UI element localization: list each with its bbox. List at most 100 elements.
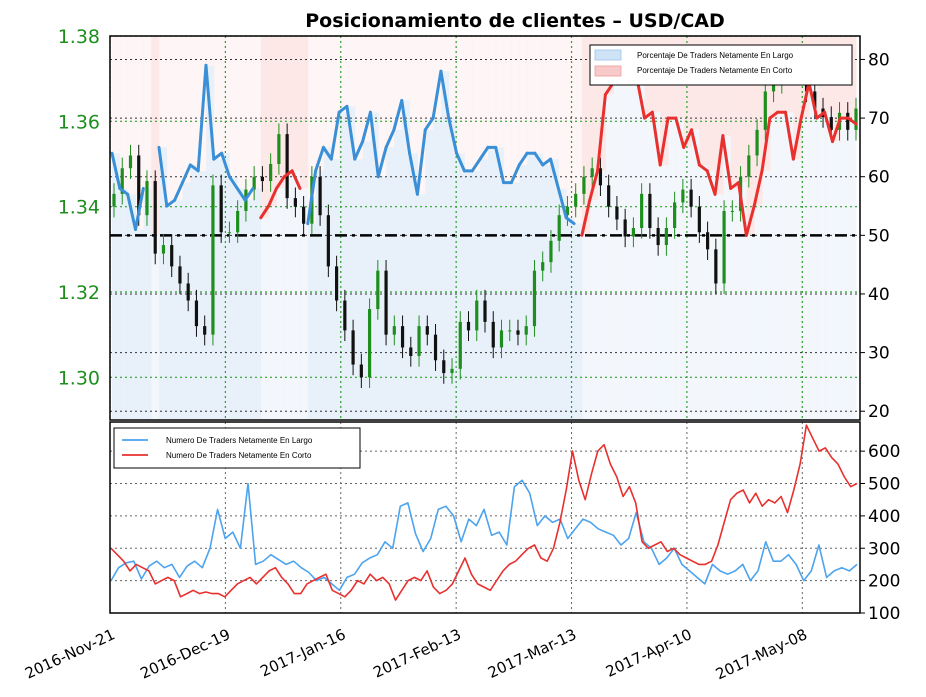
long-fill-slice bbox=[292, 170, 301, 420]
candle-body bbox=[409, 347, 413, 356]
long-percent-segment bbox=[220, 151, 231, 179]
long-percent-segment bbox=[494, 145, 506, 185]
short-percent-segment bbox=[799, 81, 811, 120]
short-fill-slice bbox=[558, 36, 567, 189]
long-fill-slice bbox=[190, 164, 199, 420]
long-fill-slice bbox=[440, 71, 450, 421]
price-candles bbox=[112, 50, 858, 388]
candle-body bbox=[565, 206, 570, 216]
long-fill-slice bbox=[487, 147, 497, 420]
long-fill-slice bbox=[683, 147, 693, 420]
bottom-legend-box bbox=[113, 427, 361, 469]
count-tick-label: 200 bbox=[868, 572, 900, 592]
long-fill-slice bbox=[527, 153, 536, 421]
candle-body bbox=[574, 193, 578, 207]
long-fill-slice bbox=[495, 147, 505, 420]
percent-tick-label: 80 bbox=[868, 50, 890, 70]
candle-body bbox=[623, 219, 627, 237]
short-fill-slice bbox=[245, 36, 254, 201]
candle-body bbox=[227, 232, 232, 234]
long-fill-slice bbox=[417, 194, 426, 420]
top-panel: 1.30 1.32 1.34 1.36 1.38 20 30 40 50 60 70 80 Porc… bbox=[58, 26, 890, 422]
candle-body bbox=[433, 334, 438, 361]
long-fill-slice bbox=[628, 82, 638, 421]
long-percent-segment bbox=[541, 157, 553, 167]
short-fill-slice bbox=[292, 36, 301, 171]
long-legend-swatch bbox=[594, 49, 622, 61]
long-fill-slice bbox=[660, 164, 669, 420]
candle-body bbox=[755, 129, 759, 156]
candle-body bbox=[854, 108, 858, 130]
long-percent-segment bbox=[196, 63, 208, 173]
long-fill-slice bbox=[315, 170, 325, 420]
long-fill-slice bbox=[793, 159, 802, 420]
long-percent-segment bbox=[392, 98, 404, 132]
long-fill-slice bbox=[401, 100, 411, 420]
candle-body bbox=[211, 185, 215, 335]
candle-body bbox=[376, 270, 380, 310]
short-percent-segment bbox=[705, 169, 717, 196]
short-fill-slice bbox=[527, 36, 536, 154]
long-fill-slice bbox=[707, 170, 716, 420]
long-fill-slice bbox=[777, 112, 787, 420]
long-percent-segment bbox=[235, 186, 247, 202]
long-count-line bbox=[110, 479, 858, 592]
candle-body bbox=[458, 321, 462, 369]
long-percent-segment bbox=[204, 63, 216, 161]
short-fill-slice bbox=[409, 36, 419, 154]
long-percent-segment bbox=[533, 151, 545, 167]
short-legend-label: Porcentaje De Traders Netamente En Corto bbox=[637, 66, 793, 75]
count-tick-label: 500 bbox=[868, 475, 900, 495]
long-fill-slice bbox=[636, 77, 646, 420]
short-fill-slice bbox=[339, 36, 348, 113]
candle-body bbox=[541, 262, 545, 271]
candle-body bbox=[417, 326, 421, 356]
long-fill-slice bbox=[824, 112, 834, 420]
short-fill-slice bbox=[433, 36, 442, 119]
candle-body bbox=[137, 155, 141, 216]
short-percent-segment bbox=[744, 204, 756, 237]
long-fill-slice bbox=[668, 118, 677, 421]
candle-body bbox=[598, 168, 603, 186]
candle-body bbox=[697, 206, 701, 233]
short-fill-slice bbox=[158, 36, 168, 148]
x-tick-label: 2016-Nov-21 bbox=[22, 625, 117, 682]
candle-body bbox=[483, 300, 487, 322]
candle-body bbox=[293, 198, 297, 207]
long-fill-slice bbox=[143, 188, 152, 420]
long-fill-slice bbox=[534, 153, 544, 421]
long-fill-slice bbox=[464, 170, 473, 420]
long-percent-segment bbox=[118, 186, 130, 196]
x-tick-label: 2017-Apr-10 bbox=[603, 625, 695, 681]
long-fill-slice bbox=[832, 141, 841, 420]
long-fill-slice bbox=[754, 206, 763, 420]
candle-body bbox=[170, 245, 174, 267]
long-percent-segment bbox=[384, 128, 396, 149]
long-fill-slice bbox=[675, 118, 685, 421]
percent-tick-label: 50 bbox=[868, 226, 890, 246]
candle-body bbox=[277, 134, 281, 164]
bottom-panel-frame bbox=[109, 421, 861, 614]
long-fill-slice bbox=[613, 82, 622, 421]
short-fill-slice bbox=[354, 36, 364, 160]
short-fill-band bbox=[112, 36, 857, 236]
long-fill-slice bbox=[229, 176, 238, 420]
short-percent-segment bbox=[815, 110, 827, 120]
short-count-legend-label: Numero De Traders Netamente En Corto bbox=[166, 451, 312, 460]
long-percent-segment bbox=[165, 198, 177, 208]
candle-body bbox=[318, 176, 322, 216]
long-percent-segment bbox=[227, 175, 239, 190]
candle-body bbox=[656, 228, 660, 246]
long-fill-slice bbox=[166, 206, 176, 420]
short-fill-slice bbox=[299, 36, 309, 189]
candle-body bbox=[285, 134, 289, 199]
long-fill-slice bbox=[652, 112, 661, 420]
long-fill-slice bbox=[276, 188, 285, 420]
long-percent-segment bbox=[353, 140, 365, 161]
short-fill-slice bbox=[519, 36, 528, 165]
long-percent-segment bbox=[212, 151, 224, 161]
candle-body bbox=[491, 321, 495, 348]
candle-body bbox=[384, 270, 388, 335]
long-fill-slice bbox=[433, 118, 442, 421]
